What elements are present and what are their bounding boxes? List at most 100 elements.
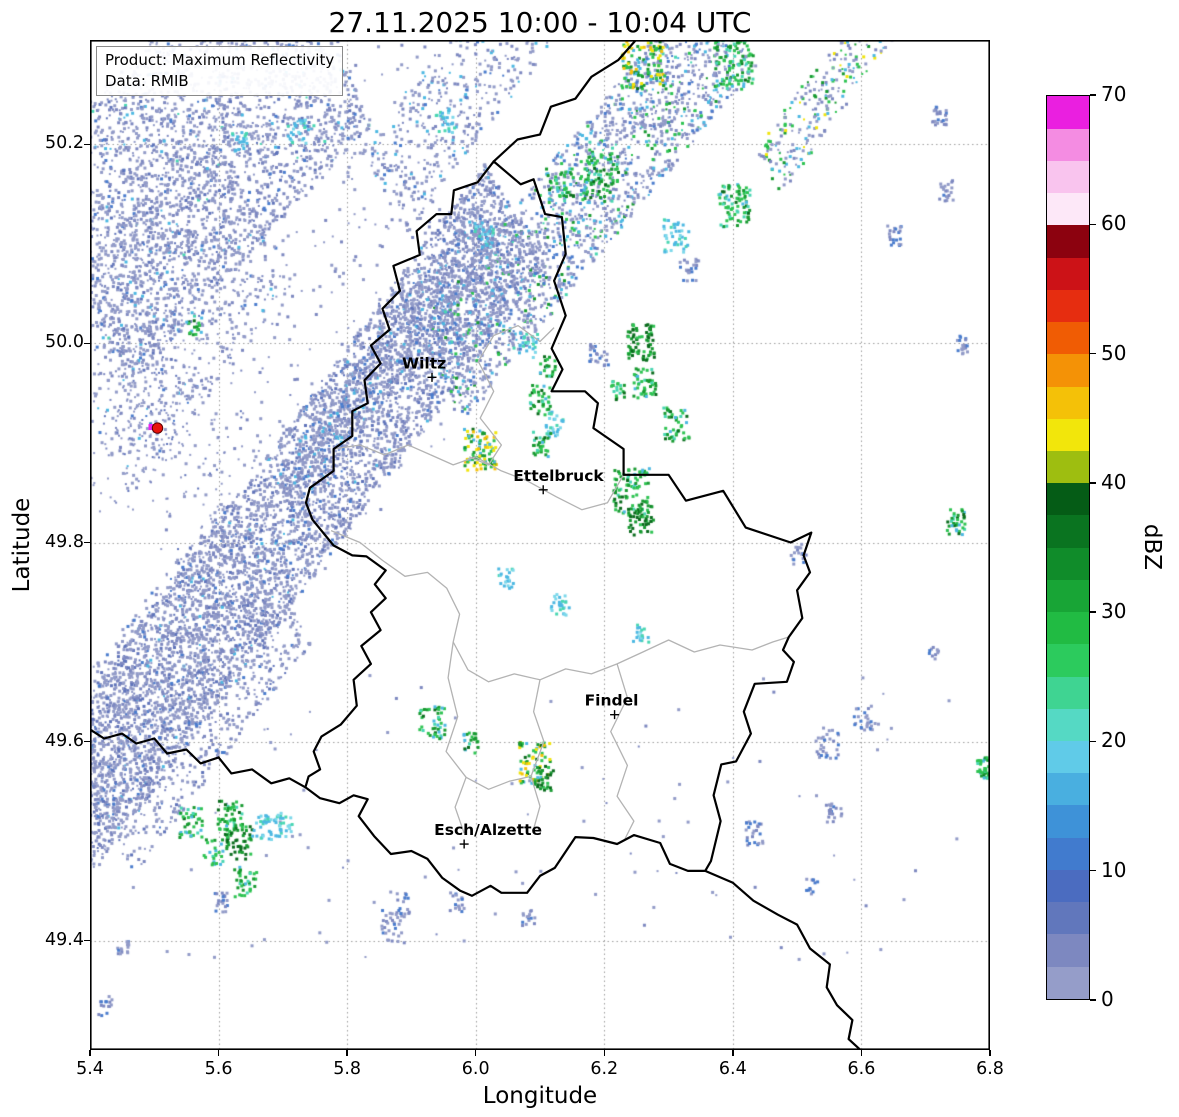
y-tick [84, 939, 90, 942]
colorbar-segment [1047, 965, 1089, 999]
colorbar-tick-label: 40 [1101, 469, 1127, 494]
city-marker [538, 485, 548, 495]
france-germany-border [704, 869, 863, 1050]
x-tick [346, 1050, 348, 1056]
colorbar-segment [1047, 128, 1089, 162]
x-tick-label: 6.4 [718, 1059, 747, 1079]
colorbar-segment [1047, 772, 1089, 806]
x-tick-label: 5.8 [333, 1059, 362, 1079]
colorbar-segment [1047, 804, 1089, 838]
colorbar-segment [1047, 160, 1089, 194]
district-border [493, 324, 555, 343]
colorbar-tick-label: 0 [1101, 987, 1114, 1011]
colorbar-segment [1047, 321, 1089, 355]
x-tick-label: 5.4 [76, 1059, 104, 1079]
district-border [530, 679, 545, 830]
y-tick [84, 342, 90, 345]
colorbar-segment [1047, 643, 1089, 677]
info-data-source: Data: RMIB [105, 71, 189, 90]
colorbar-segment [1047, 192, 1089, 226]
colorbar-segment [1047, 353, 1089, 387]
colorbar-segment [1047, 224, 1089, 258]
x-tick [603, 1050, 606, 1056]
district-border [330, 529, 789, 683]
x-tick [217, 1050, 220, 1056]
colorbar-unit-label: dBZ [1139, 523, 1165, 571]
radar-echo-layer [90, 40, 990, 1050]
colorbar-segment [1047, 611, 1089, 645]
x-tick [474, 1050, 477, 1056]
y-tick-label: 50.0 [45, 332, 84, 353]
x-tick-label: 6.0 [461, 1059, 490, 1079]
y-tick [84, 541, 90, 544]
colorbar-tick-label: 50 [1101, 340, 1127, 365]
colorbar-segment [1047, 547, 1089, 580]
colorbar-tick-label: 10 [1101, 857, 1127, 882]
x-tick [860, 1050, 863, 1056]
colorbar-tick-label: 20 [1101, 728, 1127, 753]
luxembourg-border [304, 160, 813, 897]
info-box: Product: Maximum Reflectivity Data: RMIB [96, 46, 344, 97]
colorbar-segment [1047, 96, 1089, 129]
district-border [445, 641, 467, 834]
y-tick-label: 49.4 [45, 929, 84, 950]
belgium-france-border [90, 728, 307, 789]
y-tick-label: 49.8 [45, 531, 84, 552]
colorbar-segment [1047, 289, 1089, 323]
axes-frame [90, 40, 990, 1050]
y-tick-label: 49.6 [45, 730, 84, 751]
colorbar-tick [1090, 94, 1096, 96]
colorbar-tick-label: 70 [1101, 82, 1127, 106]
district-border [469, 335, 503, 466]
map-overlay: Wiltz Ettelbruck Findel Esch/Alzette [90, 40, 990, 1050]
colorbar-segment [1047, 675, 1089, 709]
city-label: Esch/Alzette [434, 821, 542, 839]
colorbar-segment [1047, 450, 1089, 484]
map-plot-area: Wiltz Ettelbruck Findel Esch/Alzette [90, 40, 990, 1050]
colorbar-tick [1090, 223, 1096, 226]
district-border [465, 775, 532, 790]
city-label: Wiltz [402, 354, 446, 372]
colorbar-segment [1047, 933, 1089, 967]
x-tick [732, 1050, 734, 1056]
radar-site-marker [151, 422, 164, 434]
colorbar-segment [1047, 708, 1089, 742]
x-tick [989, 1050, 991, 1056]
colorbar-segment [1047, 869, 1089, 903]
figure-title: 27.11.2025 10:00 - 10:04 UTC [328, 6, 752, 39]
y-tick-label: 50.2 [45, 133, 84, 154]
belgium-germany-border [492, 40, 638, 163]
colorbar-tick [1090, 740, 1096, 743]
info-product: Product: Maximum Reflectivity [105, 51, 335, 69]
colorbar-tick [1090, 352, 1096, 355]
colorbar-tick [1090, 869, 1096, 872]
colorbar-segment [1047, 385, 1089, 419]
x-tick-label: 6.8 [976, 1059, 1004, 1079]
colorbar-segment [1047, 837, 1089, 870]
colorbar-tick-label: 30 [1101, 599, 1127, 624]
colorbar-segment [1047, 257, 1089, 290]
colorbar-tick [1090, 611, 1096, 613]
district-border [333, 444, 431, 456]
x-tick [89, 1050, 91, 1056]
x-tick-label: 6.6 [847, 1059, 876, 1079]
x-axis-label: Longitude [482, 1083, 598, 1109]
y-tick [84, 143, 90, 146]
colorbar-segment [1047, 901, 1089, 935]
colorbar [1046, 95, 1090, 1000]
colorbar-tick-label: 60 [1101, 211, 1127, 236]
colorbar-segment [1047, 740, 1089, 774]
district-border [610, 663, 635, 840]
radar-site-halo [148, 424, 155, 431]
y-tick [84, 740, 90, 743]
x-tick-label: 5.6 [204, 1059, 233, 1079]
colorbar-tick [1090, 999, 1096, 1001]
colorbar-tick [1090, 482, 1096, 484]
city-marker [427, 372, 437, 382]
city-marker [610, 710, 620, 720]
district-border [430, 454, 625, 511]
colorbar-segment [1047, 514, 1089, 548]
city-marker [459, 839, 469, 849]
city-label: Findel [585, 692, 639, 710]
